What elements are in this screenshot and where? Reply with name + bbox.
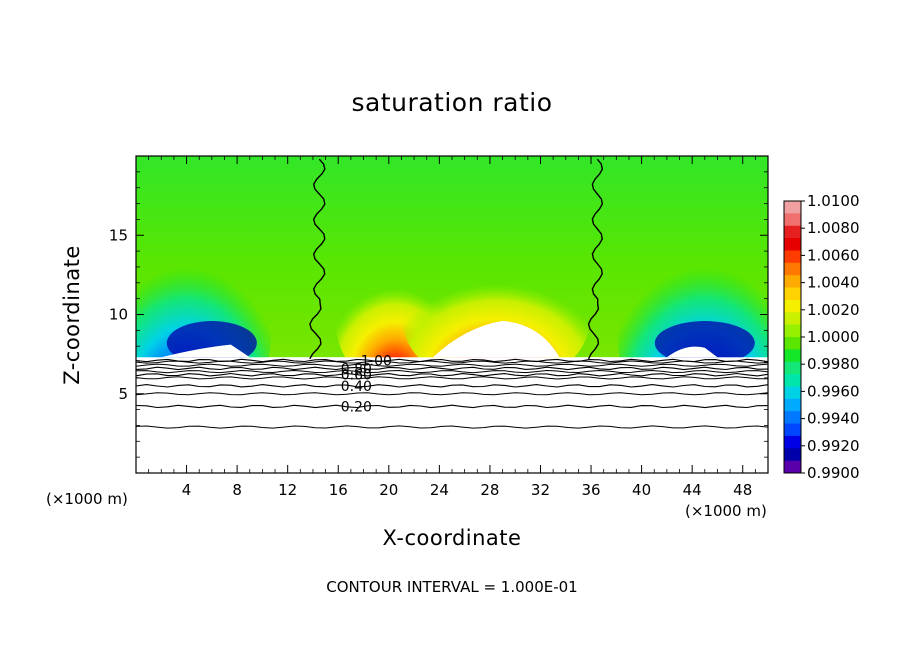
x-tick-label: 8 xyxy=(232,481,242,499)
chart-title: saturation ratio xyxy=(351,88,553,117)
x-unit-right: (×1000 m) xyxy=(685,502,767,520)
x-tick-label: 20 xyxy=(379,481,398,499)
contour-line xyxy=(135,425,769,429)
colorbar-swatch xyxy=(784,312,801,326)
colorbar-swatch xyxy=(784,324,801,338)
contour-line xyxy=(135,392,769,396)
colorbar-label: 1.0000 xyxy=(807,328,860,346)
colorbar-swatch xyxy=(784,250,801,264)
colorbar-label: 0.9980 xyxy=(807,355,860,373)
y-tick-label: 5 xyxy=(118,385,128,403)
x-axis-label: X-coordinate xyxy=(382,526,522,550)
colorbar-swatch xyxy=(784,262,801,276)
colorbar-label: 0.9960 xyxy=(807,382,860,400)
saturation-boundary-right xyxy=(587,158,604,360)
contour-line xyxy=(135,360,769,364)
contour-line xyxy=(135,384,769,388)
x-tick-label: 4 xyxy=(182,481,192,499)
below-base-region xyxy=(136,357,768,473)
colorbar-label: 1.0020 xyxy=(807,301,860,319)
colorbar-swatch xyxy=(784,448,801,462)
colorbar-label: 1.0060 xyxy=(807,246,860,264)
saturation-boundary-left xyxy=(309,158,326,360)
colorbar-swatch xyxy=(784,386,801,400)
contour-line xyxy=(135,366,769,371)
colorbar-label: 1.0100 xyxy=(807,192,860,210)
colorbar-swatch xyxy=(784,201,801,214)
contour-interval-note: CONTOUR INTERVAL = 1.000E-01 xyxy=(326,578,578,596)
colorbar-swatch xyxy=(784,299,801,313)
x-tick-label: 16 xyxy=(329,481,348,499)
colorbar-swatch xyxy=(784,238,801,251)
colorbar-label: 1.0080 xyxy=(807,219,860,237)
colorbar-label: 0.9920 xyxy=(807,437,860,455)
colorbar-swatch xyxy=(784,225,801,239)
colorbar-label: 1.0040 xyxy=(807,274,860,292)
colorbar-swatch xyxy=(784,361,801,375)
white-bump-center xyxy=(433,320,560,358)
colorbar-swatch xyxy=(784,287,801,301)
x-tick-label: 12 xyxy=(278,481,297,499)
x-tick-label: 24 xyxy=(430,481,449,499)
x-tick-label: 32 xyxy=(531,481,550,499)
contour-label: 0.40 xyxy=(341,379,372,395)
colorbar-swatch xyxy=(784,435,801,449)
saturation-field xyxy=(136,156,768,473)
y-tick-label: 10 xyxy=(109,306,128,324)
colorbar-swatch xyxy=(784,460,801,474)
colorbar-label: 0.9940 xyxy=(807,410,860,428)
colorbar-swatch xyxy=(784,374,801,387)
contour-lines: 1.000.800.600.400.20 xyxy=(135,158,769,429)
x-tick-label: 48 xyxy=(733,481,752,499)
x-tick-label: 28 xyxy=(480,481,499,499)
contour-line xyxy=(135,404,769,409)
colorbar-swatch xyxy=(784,213,801,227)
contour-line xyxy=(135,363,769,367)
contour-line xyxy=(135,358,769,363)
contour-line xyxy=(135,369,769,374)
x-unit-left: (×1000 m) xyxy=(46,490,128,508)
colorbar-swatch xyxy=(784,423,801,437)
contour-line xyxy=(135,376,769,380)
y-tick-label: 15 xyxy=(109,226,128,244)
colorbar-swatch xyxy=(784,398,801,412)
x-tick-label: 40 xyxy=(632,481,651,499)
contour-label: 0.20 xyxy=(341,399,372,415)
colorbar-swatch xyxy=(784,275,801,289)
contour-line xyxy=(135,372,769,377)
x-tick-label: 36 xyxy=(581,481,600,499)
colorbar: 1.0100 1.0080 1.0060 1.0040 1.0020 1.0000 0.99… xyxy=(783,192,860,482)
colorbar-swatch xyxy=(784,337,801,350)
y-axis-label: Z-coordinate xyxy=(60,245,84,385)
colorbar-swatch xyxy=(784,349,801,363)
white-bump-left xyxy=(161,344,250,358)
white-bump-right xyxy=(666,346,718,358)
x-tick-label: 44 xyxy=(683,481,702,499)
colorbar-swatch xyxy=(784,411,801,425)
colorbar-label: 0.9900 xyxy=(807,464,860,482)
